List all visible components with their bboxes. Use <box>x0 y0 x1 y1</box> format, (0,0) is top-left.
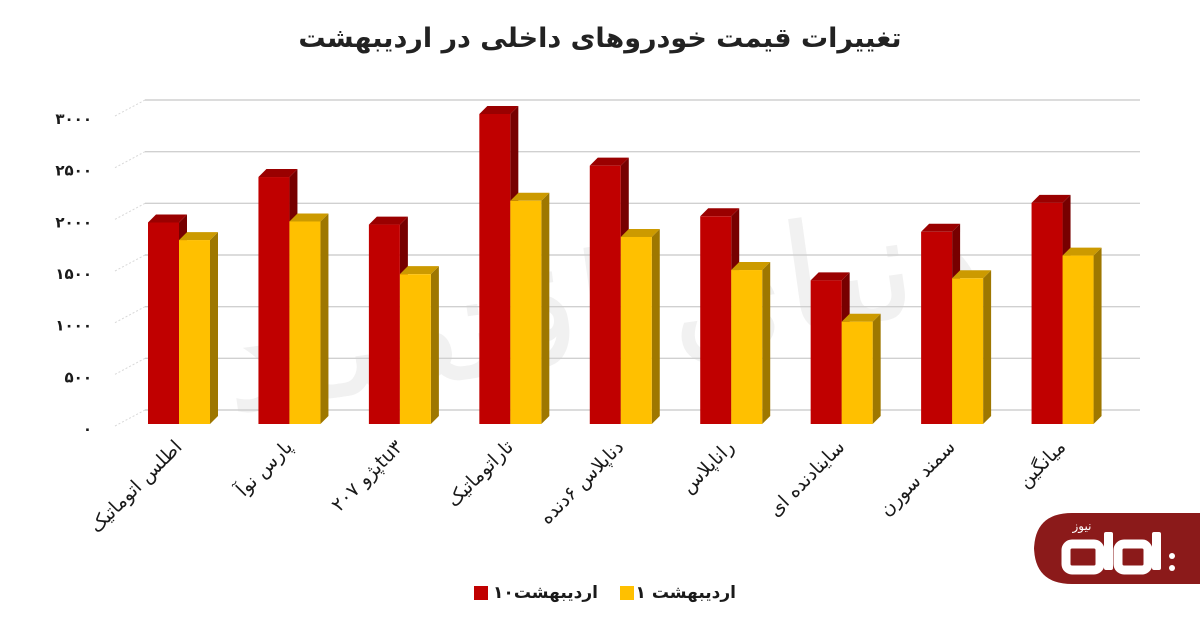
bar-series-2 <box>1062 247 1102 424</box>
category-label: سمند سورن <box>875 436 960 521</box>
logo-text: نیوز <box>1072 519 1092 534</box>
grid-line-depth <box>114 254 146 272</box>
category-label: ساینادنده ای <box>764 436 849 521</box>
category-label: میانگین <box>1013 435 1070 492</box>
logo-mark-icon <box>1061 532 1175 575</box>
bar-series-1 <box>368 216 408 424</box>
grid-line-depth <box>114 151 146 169</box>
y-tick-label: ۰ <box>83 420 92 438</box>
bar-series-2 <box>179 232 218 424</box>
bar-series-2 <box>952 270 992 424</box>
legend-label-series-1: ۱۰اردیبهشت <box>493 583 598 603</box>
legend: ۱۰اردیبهشت ۱ اردیبهشت <box>474 583 736 603</box>
bar-series-2 <box>731 262 771 424</box>
chart-title: تغییرات قیمت خودروهای داخلی در اردیبهشت <box>298 23 901 54</box>
category-label: اطلس اتوماتیک <box>85 436 186 537</box>
y-tick-label: ۵۰۰ <box>65 368 92 386</box>
category-label: راناپلاس <box>677 436 739 498</box>
y-axis-ticks: ۰ ۵۰۰ ۱۰۰۰ ۱۵۰۰ ۲۰۰۰ ۲۵۰۰ ۳۰۰۰ <box>55 110 92 438</box>
legend-swatch-series-2 <box>620 586 634 600</box>
legend-swatch-series-1 <box>474 586 488 600</box>
category-labels: اطلس اتوماتیک پارس نوآ پژو ۲۰۷tu۳ تاراتومات… <box>85 435 1070 538</box>
bar-series-2 <box>841 313 881 424</box>
grid-line-depth <box>114 202 146 220</box>
legend-label-series-2: ۱ اردیبهشت <box>636 583 736 603</box>
bar-series-2 <box>620 228 660 424</box>
bar-series-2 <box>289 213 329 424</box>
grid-line-depth <box>114 409 146 427</box>
category-label: تاراتوماتیک <box>442 436 517 511</box>
bar-series-2 <box>399 266 439 424</box>
y-tick-label: ۲۰۰۰ <box>55 213 92 231</box>
grid-line-depth <box>114 357 146 375</box>
bars <box>148 106 1102 424</box>
y-tick-label: ۱۵۰۰ <box>55 265 92 283</box>
category-label: پژو ۲۰۷tu۳ <box>327 436 407 516</box>
category-label: دناپلاس ۶دنده <box>535 436 628 529</box>
bar-series-2 <box>510 192 550 424</box>
y-tick-label: ۱۰۰۰ <box>55 317 92 335</box>
y-tick-label: ۲۵۰۰ <box>55 162 92 180</box>
grid-line-depth <box>114 99 146 117</box>
y-tick-label: ۳۰۰۰ <box>55 110 92 128</box>
grid-line-depth <box>114 306 146 324</box>
brand-logo: نیوز <box>1034 513 1200 584</box>
